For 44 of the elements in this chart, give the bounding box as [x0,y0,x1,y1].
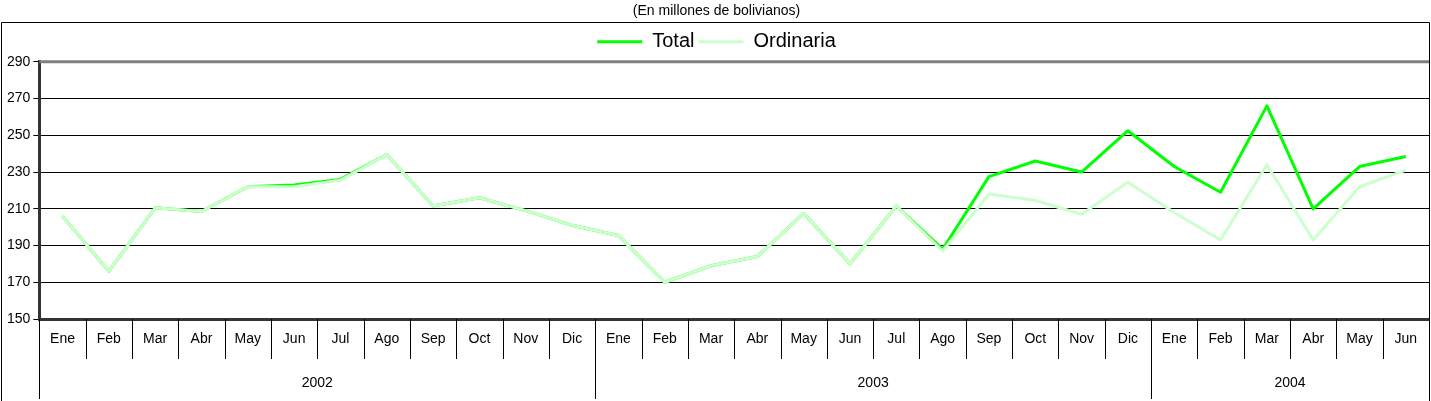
x-tick-label: Mar [698,330,724,347]
x-tick-label: Mar [143,330,168,347]
x-tick-label: Dic [561,330,583,347]
x-tick-label: Ene [1161,330,1187,347]
x-tick-label: Nov [1069,330,1095,347]
y-tick-label: 150 [7,309,31,326]
x-tick-label: Abr [1302,330,1325,347]
x-tick-label: May [234,330,262,347]
x-tick-label: Sep [420,330,446,347]
x-tick-label: Jun [282,330,306,347]
legend-label: Ordinaria [753,29,837,52]
y-tick-label: 170 [7,273,31,290]
x-tick-label: Oct [1024,330,1047,347]
x-tick-label: Ene [605,330,632,347]
x-tick-label: Jul [887,330,906,347]
x-tick-label: Abr [746,330,769,347]
x-tick-label: Ago [374,330,400,347]
x-tick-label: Feb [1208,330,1233,347]
x-tick-label: Oct [468,330,491,347]
x-tick-label: Dic [1117,330,1139,347]
x-tick-label: Ago [930,330,956,347]
x-tick-label: Jun [1394,330,1418,347]
y-tick-label: 190 [7,236,31,253]
text: 2004 [1274,373,1306,390]
x-tick-label: Ene [50,330,76,347]
x-tick-label: May [1346,330,1373,347]
x-tick-label: Jun [838,330,862,347]
x-tick-label: Sep [976,330,1002,347]
y-tick-label: 290 [7,52,31,69]
chart-title: (En millones de bolivianos) [632,2,801,19]
text: 2002 [301,373,334,390]
x-tick-label: Feb [96,330,122,347]
x-tick-label: Nov [513,330,539,347]
x-tick-label: Jul [331,330,350,347]
y-tick-label: 230 [7,162,31,179]
x-tick-label: Feb [652,330,677,347]
x-tick-label: May [790,330,817,347]
x-tick-label: Mar [1254,330,1280,347]
legend-label: Total [652,29,695,52]
x-tick-label: Abr [190,330,213,347]
text: 2003 [857,373,889,390]
y-tick-label: 210 [7,199,31,216]
y-tick-label: 250 [7,126,31,143]
y-tick-label: 270 [7,89,31,106]
